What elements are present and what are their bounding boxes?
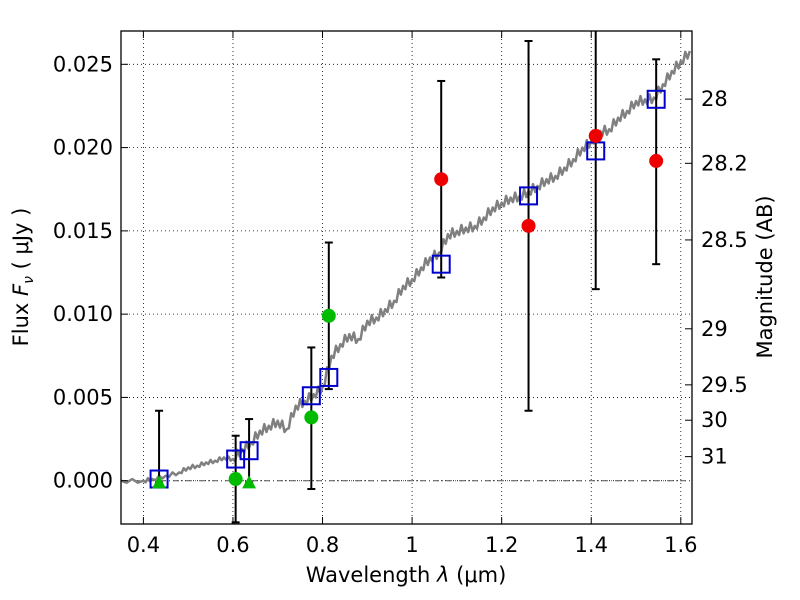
upper-limit-triangle [152, 475, 167, 489]
x-tick-label: 1 [405, 533, 418, 557]
y2-tick-label: 31 [701, 445, 728, 469]
y-tick-label: 0.005 [53, 385, 113, 409]
x-tick-label: 0.6 [216, 533, 249, 557]
data-markers [149, 89, 666, 489]
model-point-square [319, 367, 339, 387]
y-tick-label: 0.025 [53, 52, 113, 76]
y-tick-label: 0.000 [53, 469, 113, 493]
model-point-square [239, 441, 259, 461]
model-point-square [301, 386, 321, 406]
model-point-square [646, 89, 666, 109]
y2-axis-label: Magnitude (AB) [753, 195, 777, 358]
plot-frame [120, 30, 693, 525]
y-tick-label: 0.010 [53, 302, 113, 326]
x-tick-label: 1.4 [575, 533, 608, 557]
data-point-circle [649, 153, 664, 168]
data-point-circle [228, 472, 243, 487]
data-point-circle [304, 410, 319, 425]
data-point-circle [588, 128, 603, 143]
y2-tick-label: 28 [701, 87, 728, 111]
x-tick-label: 0.8 [306, 533, 339, 557]
x-tick-label: 1.6 [664, 533, 697, 557]
y-tick-label: 0.020 [53, 136, 113, 160]
axis-ticks: 0.4 0.6 0.8 1 1.2 1.4 1.6 0.000 0.005 0.010 0.015 0… [53, 31, 748, 557]
data-point-circle [434, 172, 449, 187]
y-tick-label: 0.015 [53, 219, 113, 243]
y2-tick-label: 30 [701, 408, 728, 432]
model-point-square [431, 254, 451, 274]
model-point-square [519, 186, 539, 206]
data-point-circle [321, 308, 336, 323]
x-tick-label: 1.2 [485, 533, 518, 557]
plot-background [121, 31, 692, 524]
x-tick-label: 0.4 [127, 533, 160, 557]
upper-limit-triangle [242, 475, 257, 489]
y2-tick-label: 28.2 [701, 151, 748, 175]
x-axis-label: Wavelength λ (μm) [306, 563, 507, 587]
y2-tick-label: 29.5 [701, 373, 748, 397]
y2-tick-label: 29 [701, 317, 728, 341]
y-axis-label: Flux Fν ( μJy ) [9, 208, 37, 347]
y2-tick-label: 28.5 [701, 228, 748, 252]
data-point-circle [521, 218, 536, 233]
